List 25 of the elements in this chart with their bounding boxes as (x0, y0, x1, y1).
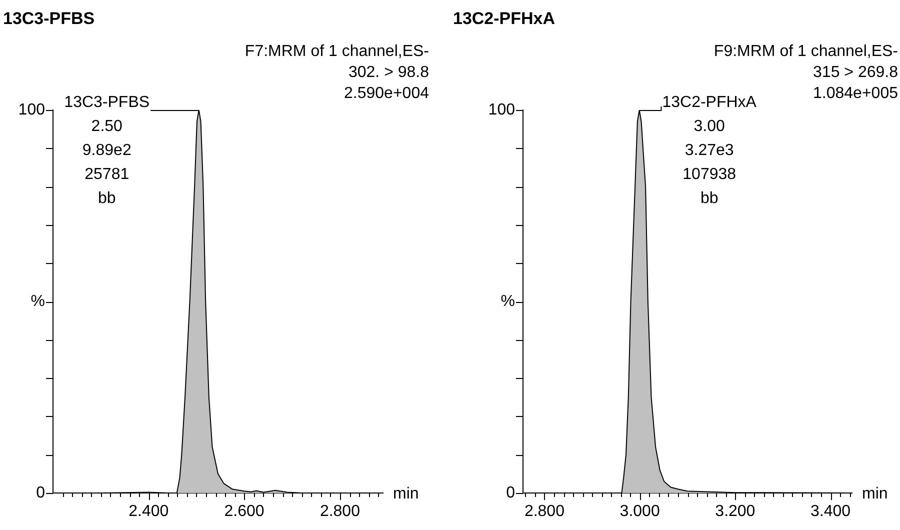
y-tick-label: % (30, 292, 45, 310)
x-tick-label: 2.400 (128, 503, 169, 520)
y-tick-label: 100 (18, 101, 46, 118)
y-tick-label: 0 (506, 484, 516, 502)
x-tick-label: 3.200 (715, 503, 756, 520)
x-axis-title: min (393, 485, 419, 502)
chart-title: 13C3-PFBS (3, 9, 95, 28)
x-tick-label: 2.800 (524, 503, 565, 520)
chart-title: 13C2-PFHxA (453, 9, 556, 28)
x-tick-label: 3.000 (620, 503, 660, 520)
x-tick-label: 2.600 (224, 503, 264, 520)
x-axis-title: min (862, 485, 888, 502)
text: F9:MRM of 1 channel,ES- (714, 43, 898, 60)
y-tick-label: % (500, 292, 515, 310)
text: 315 > 269.8 (813, 64, 898, 81)
y-tick-label: 100 (488, 101, 516, 118)
text: 302. > 98.8 (348, 64, 430, 81)
text: F7:MRM of 1 channel,ES- (244, 43, 429, 60)
annotation: 13C3-PFBS 2.50 9.89e2 25781 bb (64, 94, 150, 207)
annotation: 13C2-PFHxA 3.00 3.27e3 107938 bb (662, 94, 757, 207)
x-tick-label: 2.800 (320, 503, 360, 520)
x-tick-label: 3.400 (810, 503, 851, 520)
text: 2.590e+004 (344, 85, 430, 102)
y-tick-label: 0 (36, 484, 46, 502)
text: 1.084e+005 (813, 85, 898, 102)
